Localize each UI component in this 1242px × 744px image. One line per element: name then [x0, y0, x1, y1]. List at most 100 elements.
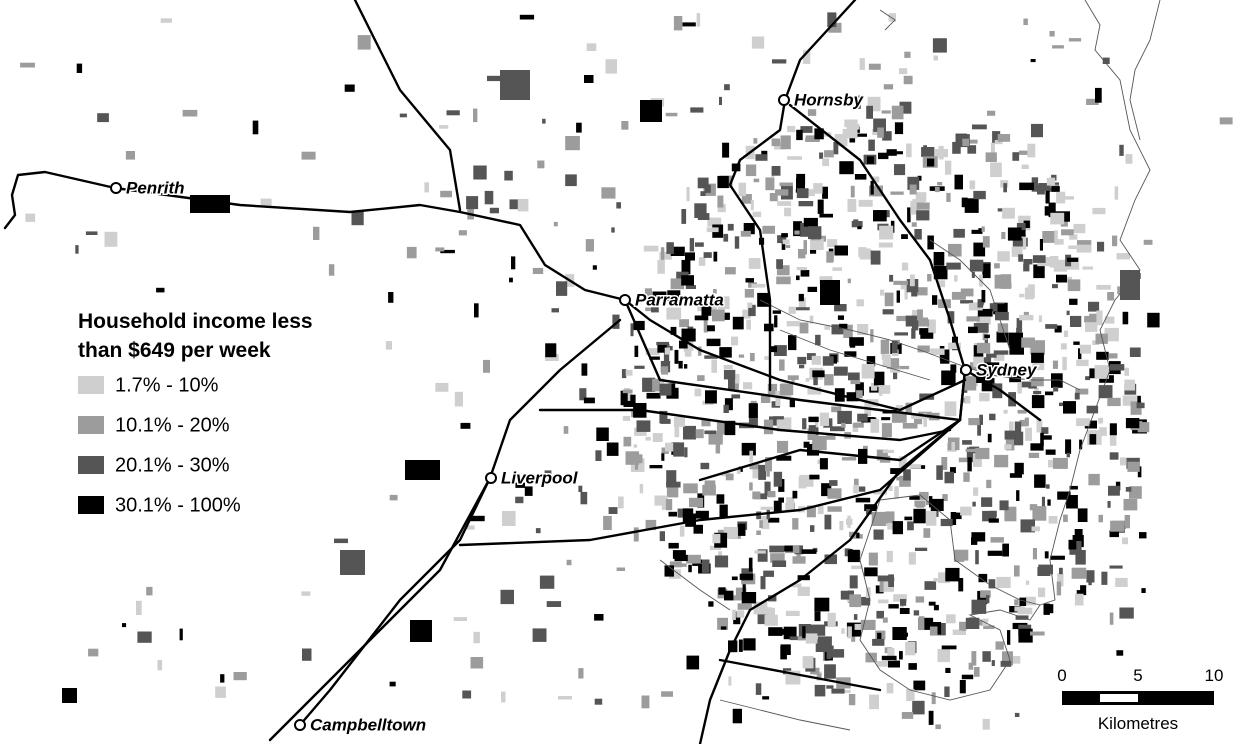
patch: [859, 249, 873, 260]
patch: [736, 610, 745, 618]
patch: [846, 518, 853, 525]
patch: [684, 447, 688, 458]
patch: [1009, 473, 1022, 478]
patch: [911, 328, 916, 339]
patch: [1085, 322, 1098, 332]
patch: [769, 545, 784, 553]
patch: [703, 252, 712, 258]
patch: [1042, 231, 1056, 243]
patch: [705, 390, 717, 404]
patch: [1117, 286, 1121, 295]
patch: [1108, 353, 1118, 359]
patch: [544, 470, 552, 475]
patch: [917, 175, 922, 181]
patch: [814, 684, 826, 697]
patch: [933, 604, 939, 611]
patch: [766, 467, 770, 477]
patch: [674, 424, 680, 438]
patch: [724, 84, 730, 91]
patch: [458, 230, 467, 236]
patch: [85, 231, 98, 235]
patch: [914, 500, 926, 507]
patch: [723, 526, 738, 539]
patch: [1023, 220, 1030, 228]
patch: [973, 190, 986, 200]
patch: [563, 426, 569, 434]
patch: [870, 250, 881, 265]
scale-tick-label: 5: [1133, 666, 1142, 685]
patch: [749, 464, 760, 470]
patch: [122, 623, 127, 628]
patch: [1109, 565, 1123, 569]
patch: [696, 13, 701, 27]
patch: [1061, 229, 1074, 236]
patch: [1125, 418, 1140, 429]
patch: [1016, 318, 1023, 333]
patch: [717, 175, 729, 189]
patch: [1088, 473, 1100, 486]
patch: [771, 138, 780, 147]
patch: [937, 280, 946, 288]
patch: [75, 245, 79, 254]
patch: [817, 459, 823, 464]
patch: [1115, 577, 1128, 587]
patch: [1017, 409, 1027, 414]
patch: [896, 315, 909, 322]
patch: [933, 578, 939, 582]
patch: [719, 96, 722, 105]
patch: [1080, 585, 1087, 596]
patch: [1219, 117, 1233, 125]
patch: [1005, 365, 1011, 373]
patch: [603, 515, 612, 530]
patch: [923, 413, 927, 427]
patch: [987, 550, 1003, 556]
patch: [950, 364, 957, 373]
patch: [789, 398, 795, 408]
patch: [929, 626, 938, 636]
patch: [852, 423, 859, 432]
patch: [716, 494, 725, 504]
patch: [975, 447, 990, 460]
patch: [707, 325, 715, 332]
harbour: [659, 9, 1081, 731]
patch: [1031, 177, 1039, 192]
patch: [987, 110, 996, 116]
patch: [812, 370, 825, 378]
patch: [1123, 498, 1138, 511]
patch: [695, 429, 704, 439]
patch: [666, 242, 674, 254]
patch: [1076, 359, 1089, 367]
patch: [532, 628, 547, 642]
patch: [906, 143, 912, 158]
patch: [856, 532, 860, 539]
patch: [768, 595, 777, 602]
patch: [146, 586, 153, 596]
patch: [657, 259, 665, 274]
legend-swatch: [78, 496, 104, 514]
patch: [460, 422, 471, 429]
patch: [643, 245, 659, 252]
patch: [821, 483, 832, 497]
patch: [717, 296, 730, 310]
patch: [1003, 183, 1007, 193]
patch: [473, 108, 478, 123]
patch: [997, 251, 1010, 262]
patch: [971, 599, 987, 614]
patch: [1067, 257, 1079, 262]
patch: [788, 335, 797, 351]
patch: [842, 129, 858, 139]
city-label-halo: Campbelltown: [310, 715, 426, 734]
patch: [801, 549, 817, 554]
patch: [608, 507, 618, 514]
patch: [920, 332, 934, 339]
patch: [1019, 314, 1034, 321]
patch: [1063, 514, 1068, 522]
patch: [659, 410, 668, 424]
patch: [781, 241, 786, 250]
patch: [755, 154, 768, 161]
patch: [985, 152, 997, 162]
patch: [972, 501, 976, 507]
patch: [594, 698, 603, 705]
patch: [991, 660, 995, 666]
